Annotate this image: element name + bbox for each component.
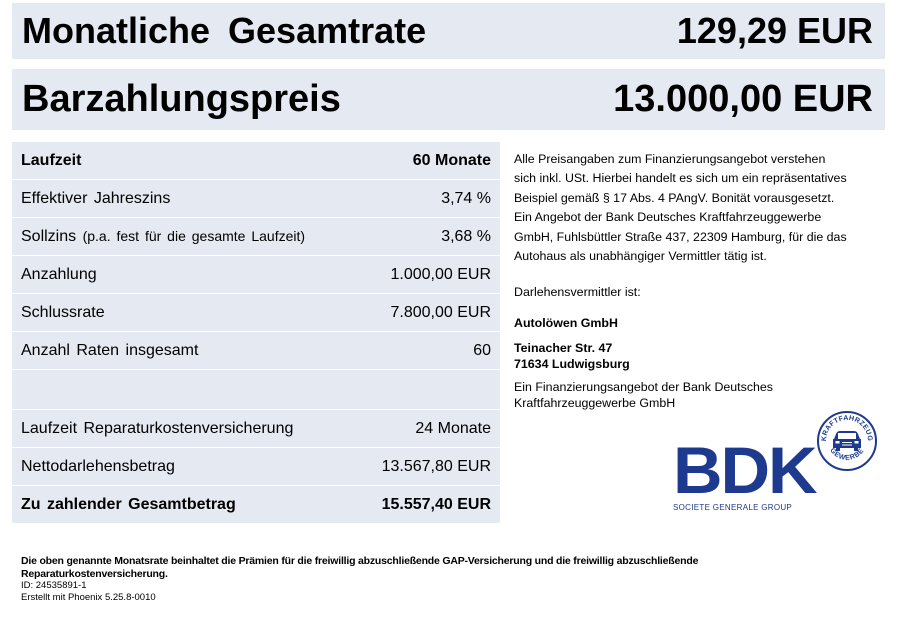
row-value: 60 [473, 341, 491, 359]
bdk-tagline: SOCIETE GENERALE GROUP [673, 503, 793, 512]
table-row-debit-rate: Sollzins (p.a. fest für die gesamte Lauf… [12, 218, 500, 256]
bdk-logo: BDK SOCIETE GENERALE GROUP [673, 437, 818, 515]
row-label: Laufzeit Reparaturkostenversicherung [21, 419, 294, 437]
disclaimer-line: Ein Angebot der Bank Deutsches Kraftfahr… [514, 210, 822, 225]
monthly-rate-label: Monatliche Gesamtrate [22, 10, 427, 51]
row-label: Sollzins [21, 227, 77, 245]
table-row-repair-insurance-term: Laufzeit Reparaturkostenversicherung 24 … [12, 410, 500, 448]
row-label: Laufzeit [21, 151, 82, 169]
table-row-net-loan: Nettodarlehensbetrag 13.567,80 EUR [12, 448, 500, 486]
intermediary-name: Autolöwen GmbH [514, 315, 618, 330]
financing-table: Laufzeit 60 Monate Effektiver Jahreszins… [12, 142, 500, 524]
table-row-effective-rate: Effektiver Jahreszins 3,74 % [12, 180, 500, 218]
monthly-rate-band: Monatliche Gesamtrate 129,29 EUR [12, 3, 885, 59]
row-value: 7.800,00 EUR [390, 303, 491, 321]
disclaimer-line: Beispiel gemäß § 17 Abs. 4 PAngV. Bonitä… [514, 190, 835, 205]
intermediary-label: Darlehensvermittler ist: [514, 285, 641, 300]
disclaimer-line: sich inkl. USt. Hierbei handelt es sich … [514, 171, 847, 186]
disclaimer-line: Alle Preisangaben zum Finanzierungsangeb… [514, 152, 826, 166]
row-value: 3,74 % [441, 189, 491, 207]
table-row-empty [12, 370, 500, 410]
row-label-note: (p.a. fest für die gesamte Laufzeit) [82, 227, 306, 244]
row-value: 60 Monate [412, 151, 491, 169]
offer-line: Ein Finanzierungsangebot der Bank Deutsc… [514, 380, 773, 395]
footer: Die oben genannte Monatsrate beinhaltet … [21, 555, 881, 603]
row-label-wrap: Sollzins (p.a. fest für die gesamte Lauf… [21, 228, 305, 246]
bdk-wordmark: BDK [673, 433, 818, 507]
row-value: 24 Monate [415, 419, 491, 437]
table-row-laufzeit: Laufzeit 60 Monate [12, 142, 500, 180]
row-value: 15.557,40 EUR [381, 495, 491, 513]
row-label: Anzahl Raten insgesamt [21, 341, 199, 359]
row-value: 13.567,80 EUR [381, 457, 491, 475]
footer-note-line1: Die oben genannte Monatsrate beinhaltet … [21, 555, 699, 567]
cash-price-label: Barzahlungspreis [22, 78, 341, 120]
table-row-total-amount: Zu zahlender Gesamtbetrag 15.557,40 EUR [12, 486, 500, 524]
cash-price-band: Barzahlungspreis 13.000,00 EUR [12, 69, 885, 130]
car-icon [833, 431, 861, 451]
row-label: Anzahlung [21, 265, 97, 283]
row-label: Effektiver Jahreszins [21, 189, 171, 207]
row-label: Nettodarlehensbetrag [21, 457, 175, 475]
table-row-final-rate: Schlussrate 7.800,00 EUR [12, 294, 500, 332]
intermediary-street: Teinacher Str. 47 [514, 341, 613, 356]
created-with: Erstellt mit Phoenix 5.25.8-0010 [21, 591, 156, 603]
kfz-gewerbe-seal-icon: KRAFTFAHRZEUG GEWERBE [817, 411, 877, 471]
row-value: 1.000,00 EUR [390, 265, 491, 283]
row-value: 3,68 % [441, 227, 491, 245]
cash-price-value: 13.000,00 EUR [613, 78, 873, 120]
table-row-down-payment: Anzahlung 1.000,00 EUR [12, 256, 500, 294]
monthly-rate-value: 129,29 EUR [676, 10, 873, 51]
disclaimer-line: GmbH, Fuhlsbüttler Straße 437, 22309 Ham… [514, 229, 847, 244]
row-label: Zu zahlender Gesamtbetrag [21, 495, 236, 513]
footer-note-line2: Reparaturkostenversicherung. [21, 567, 168, 580]
intermediary-city: 71634 Ludwigsburg [514, 357, 630, 372]
document-id: ID: 24535891-1 [21, 580, 87, 591]
table-row-installments: Anzahl Raten insgesamt 60 [12, 332, 500, 370]
offer-line: Kraftfahrzeuggewerbe GmbH [514, 396, 676, 411]
disclaimer-line: Autohaus als unabhängiger Vermittler tät… [514, 249, 767, 264]
row-label: Schlussrate [21, 303, 105, 321]
info-panel: Alle Preisangaben zum Finanzierungsangeb… [514, 150, 884, 411]
